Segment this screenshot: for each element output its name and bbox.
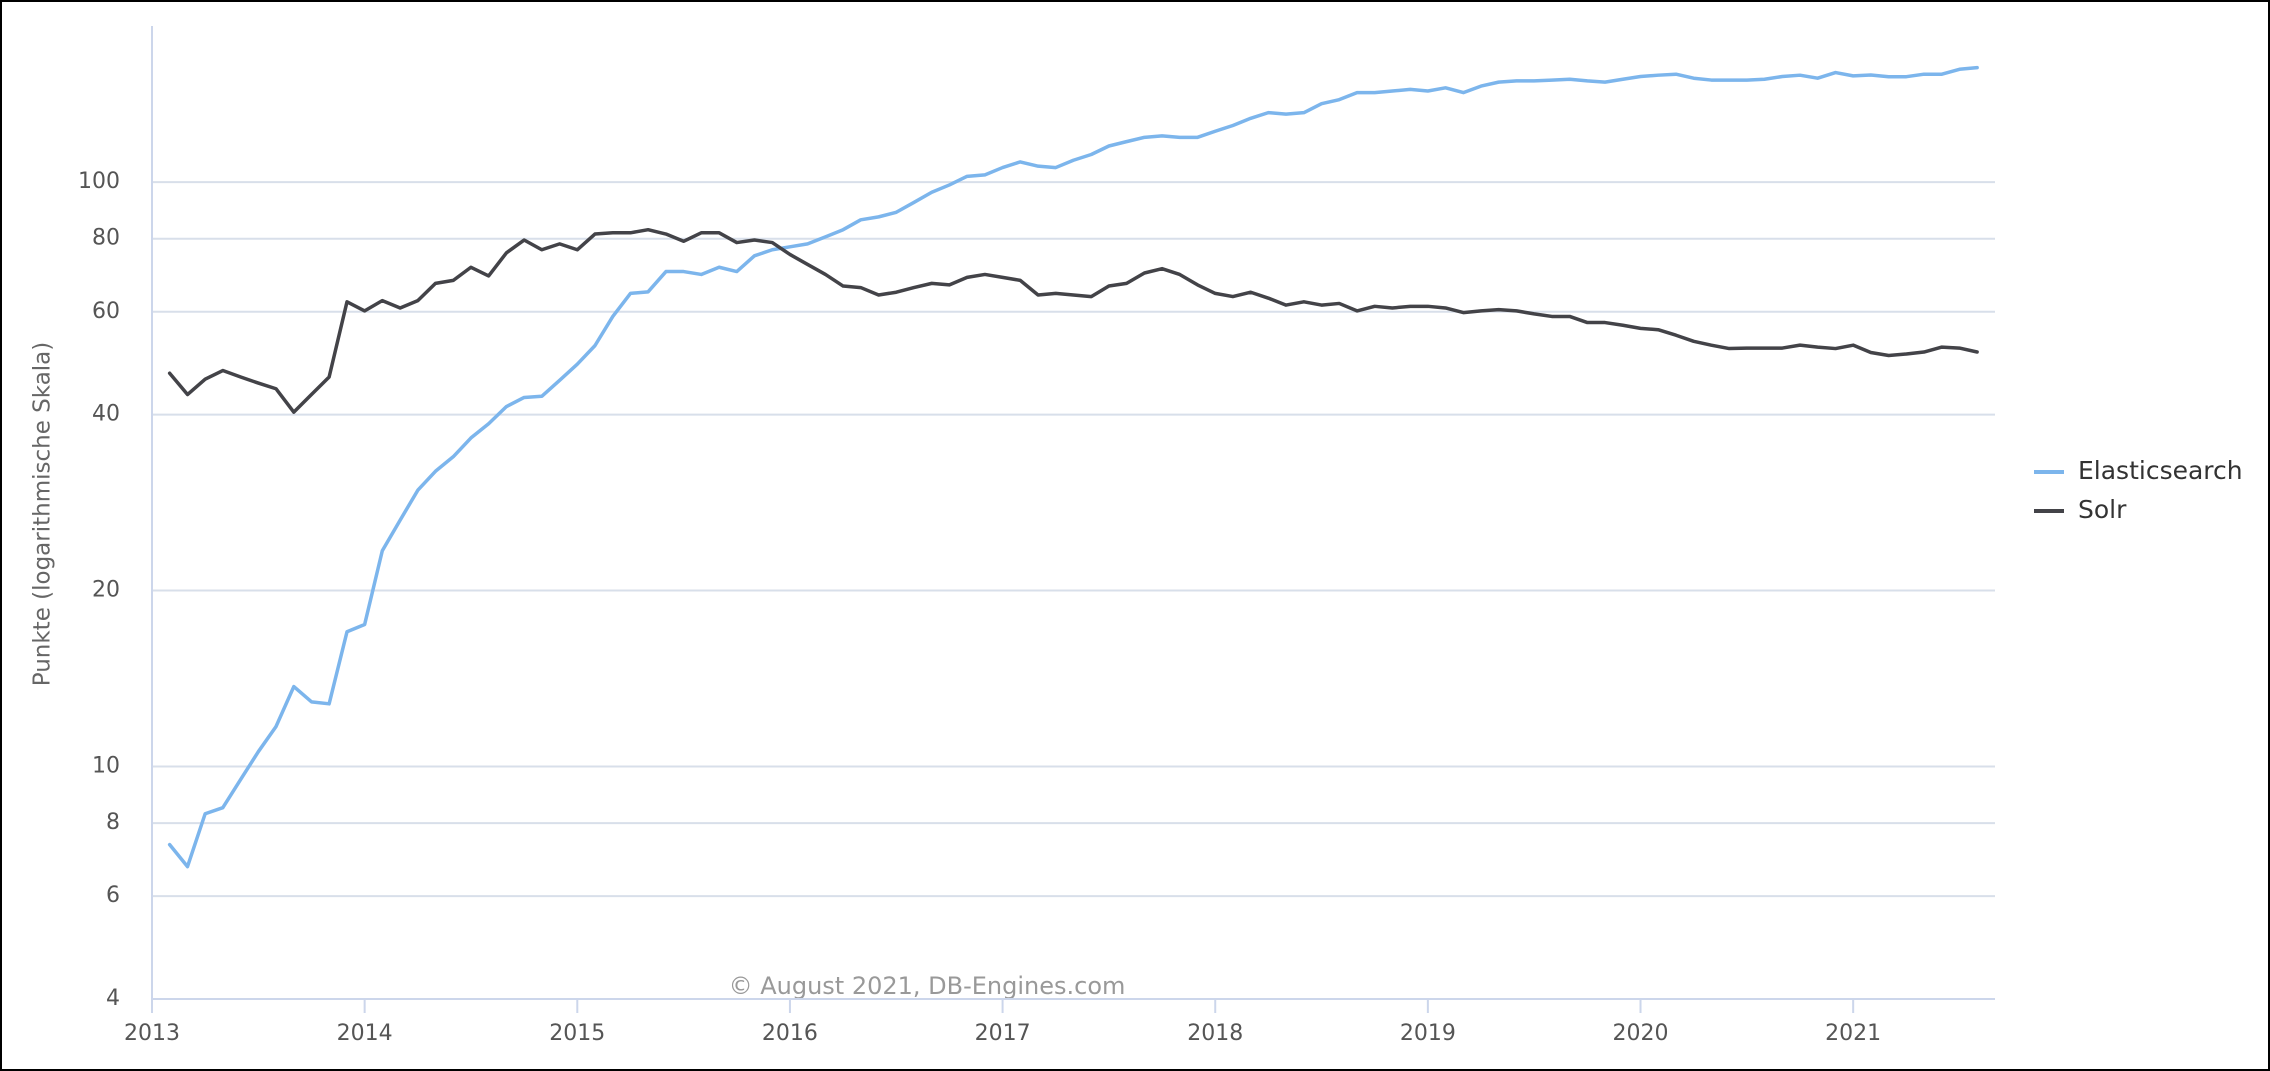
- y-tick-label: 80: [92, 226, 120, 251]
- y-tick-label: 4: [106, 986, 120, 1011]
- x-tick-label: 2014: [337, 1021, 393, 1046]
- y-tick-label: 40: [92, 402, 120, 427]
- x-tick-label: 2013: [124, 1021, 180, 1046]
- y-tick-label: 60: [92, 299, 120, 324]
- series-line: [167, 227, 1979, 414]
- legend-label: Solr: [2078, 495, 2127, 524]
- legend-label: Elasticsearch: [2078, 456, 2243, 485]
- x-tick-label: 2021: [1825, 1021, 1881, 1046]
- x-tick-label: 2019: [1400, 1021, 1456, 1046]
- y-tick-label: 8: [106, 810, 120, 835]
- y-tick-label: 6: [106, 883, 120, 908]
- x-tick-label: 2015: [549, 1021, 605, 1046]
- y-axis-label: Punkte (logarithmische Skala): [30, 342, 56, 687]
- credit: © August 2021, DB-Engines.com: [729, 972, 1126, 1000]
- x-tick-label: 2020: [1613, 1021, 1669, 1046]
- series-line: [167, 65, 1979, 869]
- x-tick-label: 2018: [1187, 1021, 1243, 1046]
- x-tick-label: 2016: [762, 1021, 818, 1046]
- y-tick-label: 10: [92, 753, 120, 778]
- y-tick-label: 20: [92, 578, 120, 603]
- x-tick-label: 2017: [975, 1021, 1031, 1046]
- y-tick-label: 100: [78, 169, 120, 194]
